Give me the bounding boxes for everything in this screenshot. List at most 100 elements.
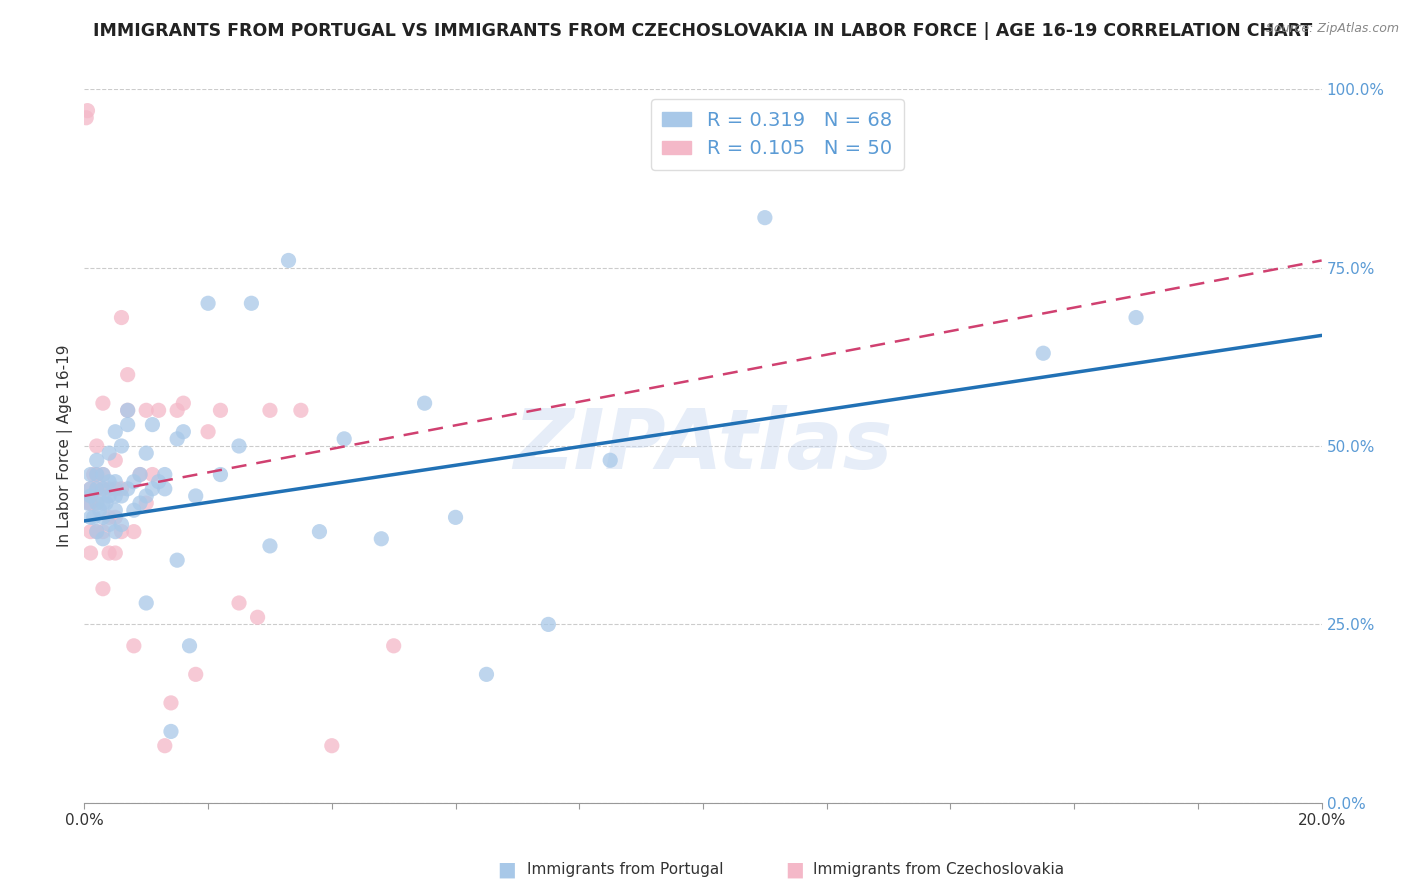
Point [599,453,621,467]
Point [166,432,188,446]
Point [153,739,176,753]
Point [228,596,250,610]
Point [86,482,108,496]
Point [122,524,145,539]
Point [104,510,127,524]
Y-axis label: In Labor Force | Age 16-19: In Labor Force | Age 16-19 [58,344,73,548]
Point [122,475,145,489]
Point [98,489,121,503]
Point [86,467,108,482]
Point [259,403,281,417]
Point [117,417,139,432]
Point [91,396,114,410]
Point [135,596,157,610]
Point [160,696,183,710]
Point [129,496,152,510]
Point [475,667,498,681]
Point [86,496,108,510]
Point [104,489,127,503]
Point [135,446,157,460]
Point [86,524,108,539]
Point [240,296,263,310]
Text: Source: ZipAtlas.com: Source: ZipAtlas.com [1265,22,1399,36]
Point [135,403,157,417]
Point [179,639,201,653]
Point [86,482,108,496]
Point [110,482,132,496]
Point [86,439,108,453]
Point [166,553,188,567]
Point [104,482,127,496]
Point [135,489,157,503]
Point [129,467,152,482]
Point [91,467,114,482]
Point [91,510,114,524]
Point [91,467,114,482]
Point [117,403,139,417]
Point [91,532,114,546]
Point [79,482,101,496]
Point [79,496,101,510]
Point [79,489,101,503]
Point [333,432,356,446]
Point [246,610,269,624]
Point [91,482,114,496]
Point [382,639,405,653]
Point [94,496,117,510]
Point [166,403,188,417]
Point [89,503,111,517]
Point [91,482,114,496]
Point [104,503,127,517]
Point [172,396,194,410]
Point [308,524,330,539]
Point [148,475,170,489]
Text: ZIPAtlas: ZIPAtlas [513,406,893,486]
Point [197,296,219,310]
Point [98,510,121,524]
Text: ▪: ▪ [496,855,516,884]
Text: ▪: ▪ [785,855,804,884]
Point [370,532,392,546]
Point [110,489,132,503]
Point [184,489,207,503]
Point [98,475,121,489]
Point [122,503,145,517]
Point [91,524,114,539]
Text: IMMIGRANTS FROM PORTUGAL VS IMMIGRANTS FROM CZECHOSLOVAKIA IN LABOR FORCE | AGE : IMMIGRANTS FROM PORTUGAL VS IMMIGRANTS F… [93,22,1313,40]
Point [141,467,163,482]
Point [153,482,176,496]
Point [79,482,101,496]
Point [141,482,163,496]
Point [98,517,121,532]
Point [79,524,101,539]
Point [104,475,127,489]
Point [321,739,343,753]
Point [197,425,219,439]
Point [413,396,436,410]
Point [290,403,312,417]
Point [122,639,145,653]
Text: Immigrants from Portugal: Immigrants from Portugal [527,863,724,877]
Point [444,510,467,524]
Point [79,467,101,482]
Point [83,510,105,524]
Point [110,517,132,532]
Point [537,617,560,632]
Text: Immigrants from Czechoslovakia: Immigrants from Czechoslovakia [813,863,1064,877]
Point [209,467,232,482]
Point [160,724,183,739]
Point [91,496,114,510]
Point [117,368,139,382]
Point [104,453,127,467]
Point [259,539,281,553]
Point [104,524,127,539]
Point [117,482,139,496]
Point [172,425,194,439]
Point [75,111,97,125]
Point [153,467,176,482]
Point [117,403,139,417]
Point [76,103,98,118]
Point [110,524,132,539]
Point [83,467,105,482]
Point [1125,310,1147,325]
